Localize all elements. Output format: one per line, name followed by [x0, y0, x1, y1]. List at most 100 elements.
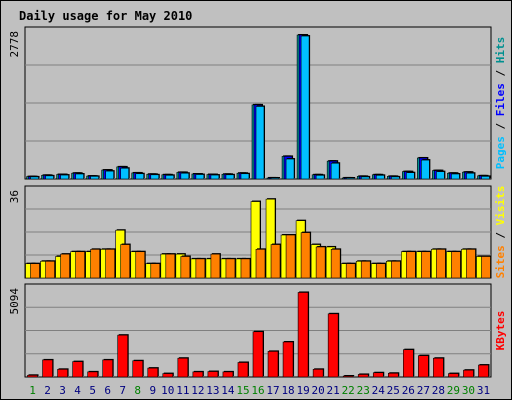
x-label-day-25: 25 [387, 384, 400, 397]
bar-sites-day-11 [180, 256, 191, 279]
bar-sites-day-24 [375, 263, 386, 279]
bar-pages-day-6 [105, 170, 114, 180]
x-label-day-28: 28 [432, 384, 445, 397]
bar-sites-day-21 [330, 249, 341, 279]
bar-sites-day-2 [45, 260, 55, 279]
legend-kbytes: KBytes [494, 311, 507, 351]
bar-pages-day-8 [135, 173, 145, 180]
bar-kbytes-day-20 [312, 369, 324, 378]
bar-sites-day-9 [150, 263, 161, 279]
bar-sites-day-17 [270, 244, 281, 279]
bar-sites-day-15 [240, 258, 251, 279]
bar-kbytes-day-6 [102, 359, 113, 378]
bar-kbytes-day-16 [252, 331, 264, 378]
bar-shadow [272, 177, 281, 178]
bar-pages-day-10 [165, 175, 175, 180]
bar-kbytes-day-8 [132, 360, 144, 378]
bar-pages-day-21 [330, 162, 340, 180]
bar-kbytes-day-9 [147, 367, 159, 378]
bar-pages-day-28 [436, 171, 445, 180]
bar-pages-day-30 [466, 172, 475, 180]
bar-visits-day-16 [250, 201, 261, 279]
bar-kbytes-day-19 [297, 292, 309, 378]
bar-sites-day-20 [315, 246, 326, 279]
bar-kbytes-day-21 [327, 313, 339, 378]
bar-pages-day-18 [285, 158, 295, 180]
chart-title: Daily usage for May 2010 [19, 9, 192, 23]
x-label-day-29: 29 [447, 384, 460, 397]
x-label-day-19: 19 [296, 384, 309, 397]
x-label-day-24: 24 [372, 384, 386, 397]
x-label-day-30: 30 [462, 384, 475, 397]
bar-pages-day-23 [360, 176, 370, 180]
bar-sites-day-13 [210, 253, 221, 279]
bar-sites-day-6 [105, 249, 115, 279]
bar-sites-day-16 [255, 249, 266, 279]
chart-panels: 2778 Pages / Files / Hits 36 Sites / Visits… [8, 26, 507, 378]
bar-sites-day-19 [300, 232, 311, 279]
x-label-day-10: 10 [161, 384, 174, 397]
bar-shadow [344, 375, 355, 376]
x-label-day-16: 16 [251, 384, 264, 397]
bar-pages-day-15 [240, 173, 250, 180]
bar-kbytes-day-3 [57, 369, 68, 378]
x-label-day-23: 23 [357, 384, 370, 397]
bar-pages-day-3 [60, 174, 69, 180]
x-label-day-15: 15 [236, 384, 249, 397]
bar-kbytes-day-29 [448, 373, 459, 378]
bar-kbytes-day-26 [403, 349, 414, 378]
x-label-day-3: 3 [59, 384, 66, 397]
bar-sites-day-26 [406, 251, 416, 279]
x-label-day-26: 26 [402, 384, 415, 397]
bar-kbytes-day-10 [162, 373, 174, 378]
bar-kbytes-day-24 [372, 372, 384, 378]
legend-sites-visits: Sites / Visits [494, 186, 507, 279]
bar-pages-day-22 [345, 177, 355, 180]
bar-kbytes-day-12 [192, 371, 204, 378]
legend-separator: / [494, 225, 507, 245]
bar-sites-day-8 [135, 251, 146, 279]
bar-kbytes-day-15 [237, 362, 249, 378]
x-label-day-12: 12 [191, 384, 204, 397]
bar-pages-day-11 [180, 172, 190, 180]
bar-kbytes-day-14 [222, 371, 234, 378]
bar-pages-day-26 [406, 172, 415, 180]
bar-kbytes-day-1 [27, 374, 38, 378]
legend-pages: Pages [494, 136, 507, 169]
x-label-day-4: 4 [74, 384, 81, 397]
legend-separator: / [494, 116, 507, 136]
x-label-day-13: 13 [206, 384, 219, 397]
bar-sites-day-12 [195, 258, 206, 279]
bar-sites-day-1 [30, 263, 40, 279]
legend-kbytes: KBytes [494, 311, 507, 351]
legend-separator: / [494, 63, 507, 83]
bar-kbytes-day-17 [267, 351, 279, 378]
bar-sites-day-29 [451, 251, 461, 279]
bar-pages-day-5 [90, 176, 99, 180]
bar-kbytes-day-31 [478, 364, 489, 378]
bar-pages-day-13 [210, 174, 220, 180]
bar-kbytes-day-30 [463, 369, 474, 378]
bar-pages-day-25 [390, 176, 400, 180]
bar-pages-day-4 [75, 173, 84, 180]
bar-kbytes-day-11 [177, 357, 189, 378]
bar-sites-day-23 [360, 260, 371, 279]
bar-pages-day-27 [421, 159, 430, 180]
legend-pages-files-hits: Pages / Files / Hits [494, 37, 507, 170]
legend-files: Files [494, 83, 507, 116]
bar-kbytes-day-27 [418, 355, 429, 378]
bar-pages-day-1 [30, 176, 39, 180]
bar-sites-day-5 [90, 249, 100, 279]
bar-pages-day-19 [300, 35, 310, 180]
panel-sites-visits: 36 Sites / Visits [8, 185, 507, 279]
x-label-day-22: 22 [342, 384, 355, 397]
bar-pages-day-24 [375, 175, 385, 180]
bar-sites-day-27 [421, 251, 431, 279]
bar-kbytes-day-25 [387, 372, 399, 378]
bar-sites-day-22 [345, 263, 356, 279]
bar-sites-day-14 [225, 258, 236, 279]
bar-pages-day-12 [195, 174, 205, 180]
bar-shadow [347, 177, 356, 178]
bar-pages-day-20 [315, 175, 325, 180]
